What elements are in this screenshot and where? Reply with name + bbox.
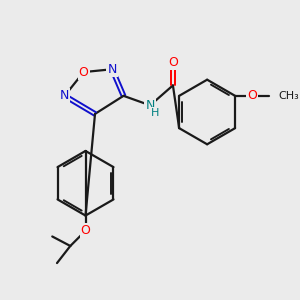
- Text: O: O: [247, 89, 257, 102]
- Text: CH₃: CH₃: [279, 91, 300, 101]
- Text: N: N: [60, 89, 69, 102]
- Text: O: O: [79, 66, 88, 79]
- Text: H: H: [151, 108, 159, 118]
- Text: N: N: [146, 99, 155, 112]
- Text: O: O: [168, 56, 178, 69]
- Text: O: O: [81, 224, 91, 237]
- Text: N: N: [107, 63, 117, 76]
